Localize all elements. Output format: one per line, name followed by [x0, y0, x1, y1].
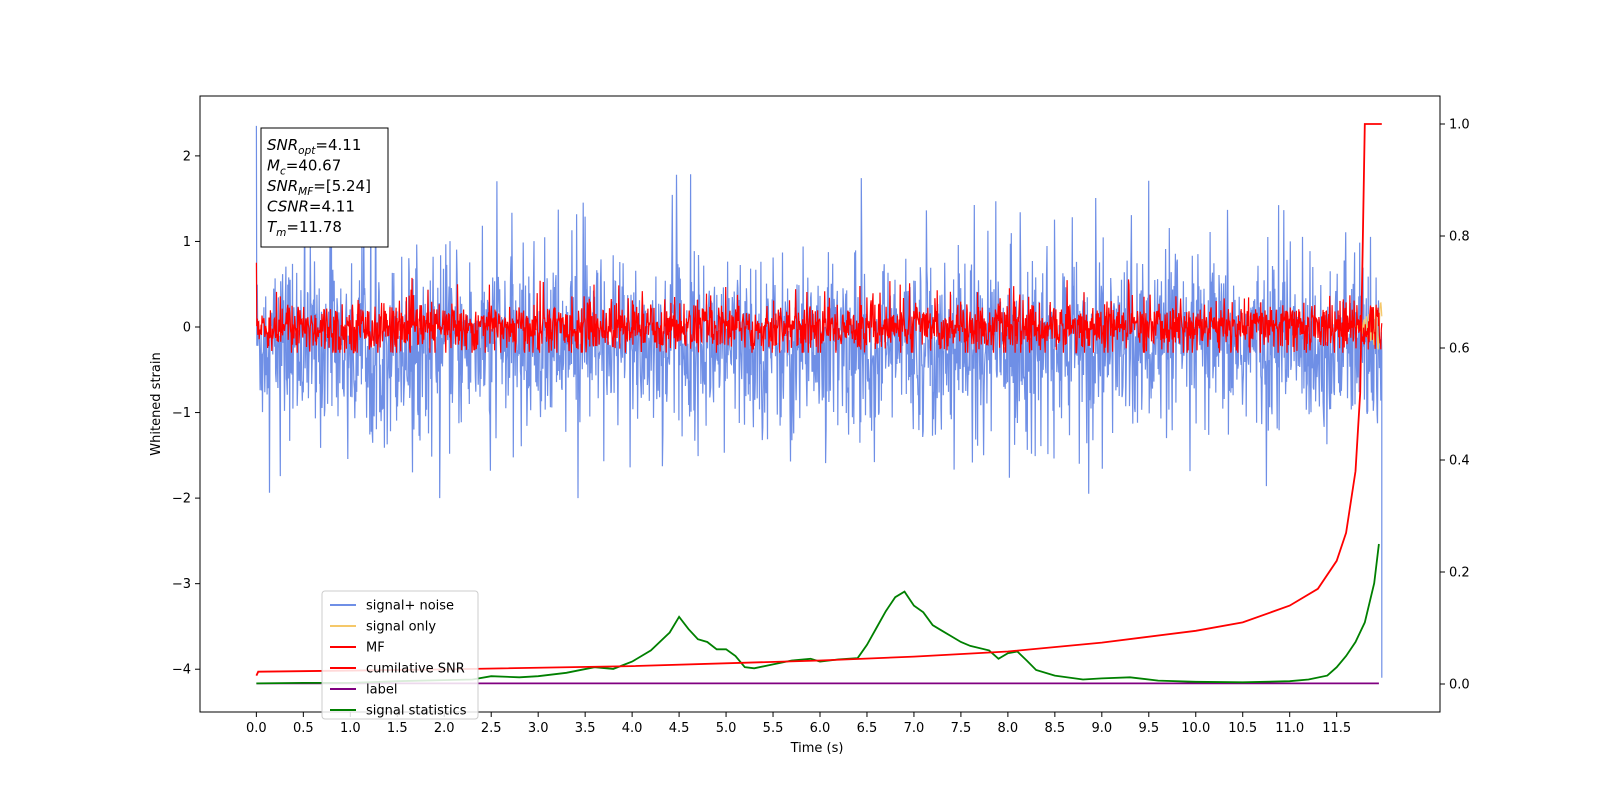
x-tick-label: 0.0 [246, 721, 267, 736]
x-tick-label: 8.5 [1045, 721, 1066, 736]
x-tick-label: 1.5 [387, 721, 408, 736]
x-tick-label: 7.5 [951, 721, 972, 736]
x-tick-label: 2.0 [434, 721, 455, 736]
y-tick-label: −4 [172, 663, 191, 678]
x-tick-label: 0.5 [293, 721, 314, 736]
x-axis: 0.0 0.5 1.0 1.5 2.0 2.5 3.0 3.5 4.0 4.5 5.0 5.5 6.0 6… [246, 712, 1351, 736]
stats-annotation: SNRopt=4.11Mc=40.67SNRMF=[5.24]CSNR=4.11… [260, 127, 389, 248]
stat-line: Tm=11.78 [267, 218, 342, 239]
y-axis-right: 1.0 0.8 0.6 0.4 0.2 0.0 [1440, 118, 1470, 693]
series-cumulative-snr [255, 123, 1382, 676]
stat-line: SNRMF=[5.24] [267, 177, 371, 198]
y2-tick-label: 0.0 [1449, 678, 1470, 693]
x-tick-label: 9.0 [1091, 721, 1112, 736]
y-tick-label: −3 [172, 577, 191, 592]
legend-label: label [366, 683, 397, 698]
x-tick-label: 6.0 [810, 721, 831, 736]
x-tick-label: 8.0 [998, 721, 1019, 736]
stats-box [260, 127, 389, 248]
stat-line: SNRopt=4.11 [267, 136, 361, 157]
y2-tick-label: 0.6 [1449, 342, 1470, 357]
series-signal-statistics [256, 543, 1380, 685]
x-tick-label: 10.5 [1228, 721, 1257, 736]
y2-tick-label: 0.8 [1449, 230, 1470, 245]
legend-label: signal only [366, 620, 436, 635]
legend-label: signal statistics [366, 704, 467, 719]
x-tick-label: 3.5 [575, 721, 596, 736]
x-tick-label: 1.0 [340, 721, 361, 736]
y-tick-label: 1 [183, 235, 191, 250]
x-tick-label: 11.0 [1275, 721, 1304, 736]
x-tick-label: 7.0 [904, 721, 925, 736]
y-axis-label: Whitened strain [149, 352, 164, 455]
x-tick-label: 9.5 [1138, 721, 1159, 736]
x-tick-label: 2.5 [481, 721, 502, 736]
legend-box [321, 590, 479, 720]
x-tick-label: 3.0 [528, 721, 549, 736]
x-tick-label: 10.0 [1181, 721, 1210, 736]
x-tick-label: 4.0 [622, 721, 643, 736]
y-tick-label: 2 [183, 149, 191, 164]
stat-line: CSNR=4.11 [267, 198, 355, 216]
stat-line: Mc=40.67 [267, 157, 341, 178]
y-axis-left: 2 1 0 −1 −2 −3 −4 [172, 149, 200, 678]
x-tick-label: 5.5 [763, 721, 784, 736]
legend-label: MF [366, 641, 385, 656]
y-tick-label: 0 [183, 321, 191, 336]
y2-tick-label: 0.2 [1449, 566, 1470, 581]
legend-label: cumilative SNR [366, 662, 465, 677]
x-tick-label: 11.5 [1322, 721, 1351, 736]
y2-tick-label: 1.0 [1449, 118, 1470, 133]
legend-label: signal+ noise [366, 599, 454, 614]
x-tick-label: 5.0 [716, 721, 737, 736]
y2-tick-label: 0.4 [1449, 454, 1470, 469]
series-mf [255, 262, 1383, 354]
y-tick-label: −1 [172, 406, 191, 421]
x-tick-label: 4.5 [669, 721, 690, 736]
legend: signal+ noise signal only MF cumilative SNR… [321, 590, 479, 720]
x-axis-label: Time (s) [790, 741, 844, 756]
x-tick-label: 6.5 [857, 721, 878, 736]
y-tick-label: −2 [172, 492, 191, 507]
